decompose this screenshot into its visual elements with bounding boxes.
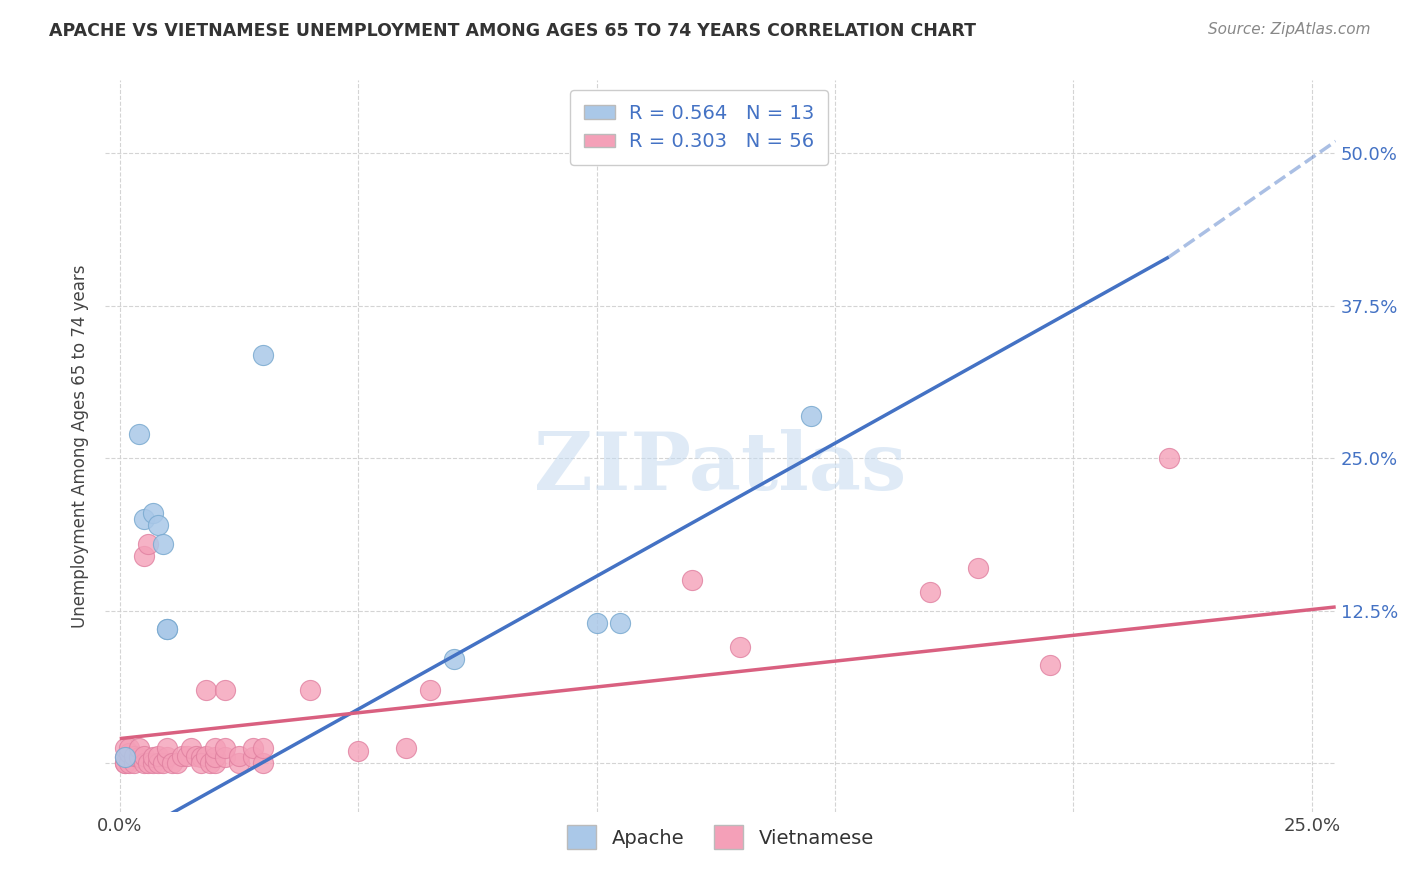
- Point: [170, 748, 193, 763]
- Point: [122, 756, 145, 770]
- Point: [132, 748, 155, 763]
- Point: [152, 536, 174, 550]
- Point: [228, 748, 250, 763]
- Point: [146, 748, 169, 763]
- Text: APACHE VS VIETNAMESE UNEMPLOYMENT AMONG AGES 65 TO 74 YEARS CORRELATION CHART: APACHE VS VIETNAMESE UNEMPLOYMENT AMONG …: [49, 22, 976, 40]
- Point: [132, 549, 155, 563]
- Point: [190, 749, 212, 764]
- Point: [132, 756, 155, 770]
- Point: [122, 748, 145, 763]
- Point: [160, 756, 183, 770]
- Point: [146, 518, 169, 533]
- Point: [142, 756, 165, 770]
- Point: [194, 748, 217, 763]
- Point: [128, 741, 150, 756]
- Legend: Apache, Vietnamese: Apache, Vietnamese: [560, 818, 882, 857]
- Point: [128, 426, 150, 441]
- Point: [585, 615, 607, 630]
- Text: ZIPatlas: ZIPatlas: [534, 429, 907, 507]
- Point: [156, 741, 179, 756]
- Point: [204, 741, 226, 756]
- Point: [132, 512, 155, 526]
- Point: [395, 741, 418, 756]
- Point: [114, 749, 136, 764]
- Point: [800, 409, 823, 423]
- Point: [118, 756, 141, 770]
- Point: [252, 756, 274, 770]
- Point: [114, 749, 136, 764]
- Point: [114, 756, 136, 770]
- Point: [156, 622, 179, 636]
- Point: [156, 749, 179, 764]
- Point: [180, 741, 202, 756]
- Point: [176, 748, 198, 763]
- Point: [146, 756, 169, 770]
- Point: [242, 749, 264, 764]
- Point: [152, 756, 174, 770]
- Point: [190, 756, 212, 770]
- Point: [419, 682, 441, 697]
- Point: [204, 756, 226, 770]
- Point: [114, 756, 136, 770]
- Point: [128, 749, 150, 764]
- Point: [228, 756, 250, 770]
- Text: Source: ZipAtlas.com: Source: ZipAtlas.com: [1208, 22, 1371, 37]
- Point: [166, 756, 188, 770]
- Point: [299, 682, 322, 697]
- Point: [609, 615, 631, 630]
- Point: [214, 741, 236, 756]
- Point: [443, 652, 465, 666]
- Point: [138, 536, 160, 550]
- Point: [114, 741, 136, 756]
- Point: [118, 746, 141, 760]
- Point: [118, 741, 141, 756]
- Point: [138, 756, 160, 770]
- Point: [967, 561, 990, 575]
- Point: [347, 744, 370, 758]
- Point: [142, 749, 165, 764]
- Point: [204, 749, 226, 764]
- Point: [252, 741, 274, 756]
- Y-axis label: Unemployment Among Ages 65 to 74 years: Unemployment Among Ages 65 to 74 years: [72, 264, 90, 628]
- Point: [214, 749, 236, 764]
- Point: [1039, 658, 1062, 673]
- Point: [200, 756, 222, 770]
- Point: [1157, 451, 1180, 466]
- Point: [184, 748, 207, 763]
- Point: [252, 348, 274, 362]
- Point: [728, 640, 751, 655]
- Point: [194, 682, 217, 697]
- Point: [920, 585, 942, 599]
- Point: [681, 573, 703, 587]
- Point: [156, 622, 179, 636]
- Point: [214, 682, 236, 697]
- Point: [242, 741, 264, 756]
- Point: [142, 506, 165, 520]
